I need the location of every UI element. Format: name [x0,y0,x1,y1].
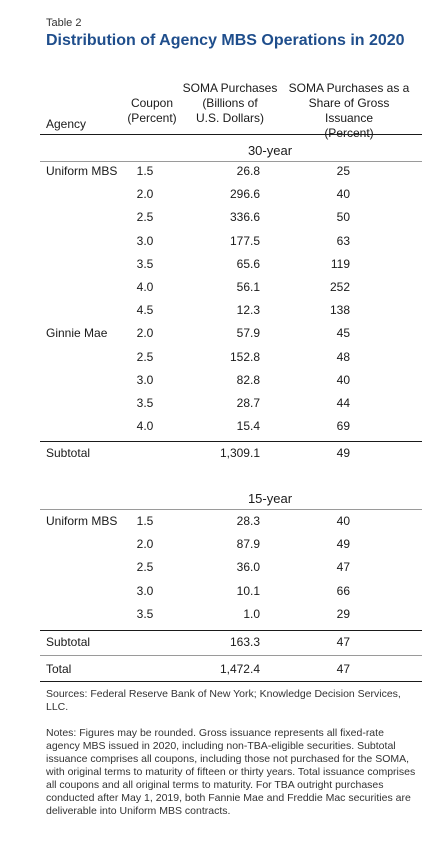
soma-cell: 57.9 [236,326,260,341]
share-cell: 66 [336,583,350,598]
soma-cell: 1.0 [243,606,260,621]
coupon-cell: 3.5 [136,606,154,621]
share-cell: 119 [330,256,350,271]
header-share-line: (Percent) [324,126,374,140]
share-cell: 48 [336,349,350,364]
table-rule [40,655,422,656]
notes-text: Notes: Figures may be rounded. Gross iss… [46,727,416,817]
total-soma: 1,472.4 [219,662,260,676]
coupon-cell: 4.5 [136,303,154,318]
total-label: Total [46,662,72,676]
share-cell: 40 [336,372,350,387]
header-agency: Agency [46,117,87,131]
coupon-cell: 2.5 [136,560,154,575]
header-soma-line: (Billions of [202,96,258,110]
coupon-cell: 2.0 [136,187,154,202]
agency-cell: Ginnie Mae [46,326,108,341]
soma-cell: 65.6 [236,256,260,271]
soma-cell: 82.8 [236,372,260,387]
share-cell: 63 [336,233,350,248]
header-coupon-line: (Percent) [127,111,177,125]
subtotal-label: Subtotal [46,635,91,649]
soma-cell: 296.6 [229,187,260,202]
coupon-cell: 3.0 [136,583,154,598]
soma-cell: 152.8 [229,349,260,364]
coupon-cell: 4.0 [136,280,154,294]
header-soma-line: SOMA Purchases [182,81,278,95]
header-coupon: Coupon (Percent) [122,96,182,126]
coupon-cell: 1.5 [136,514,154,528]
header-share: SOMA Purchases as a Share of Gross Issua… [284,81,414,141]
header-soma: SOMA Purchases (Billions of U.S. Dollars… [180,81,280,126]
subtotal-soma: 1,309.1 [219,446,260,460]
share-cell: 49 [336,537,350,552]
header-share-line: Share of Gross Issuance [308,96,390,125]
coupon-cell: 3.5 [136,396,154,410]
sources-note: Sources: Federal Reserve Bank of New Yor… [46,688,401,713]
share-cell: 252 [329,280,350,294]
table-rule [40,161,422,162]
share-cell: 50 [336,210,350,225]
soma-cell: 10.1 [236,583,260,598]
share-cell: 138 [329,303,350,318]
header-share-line: SOMA Purchases as a [288,81,410,95]
table-rule [40,630,422,631]
header-soma-line: U.S. Dollars) [195,111,264,125]
header-rule [40,134,422,135]
share-cell: 25 [336,164,350,178]
share-cell: 44 [336,396,350,410]
coupon-cell: 1.5 [136,164,154,178]
share-cell: 45 [336,326,350,341]
share-cell: 40 [336,187,350,202]
coupon-cell: 3.0 [136,233,154,248]
coupon-cell: 3.5 [136,256,154,271]
soma-cell: 336.6 [229,210,260,225]
coupon-cell: 4.0 [136,419,154,434]
subtotal-label: Subtotal [46,446,91,460]
soma-cell: 26.8 [236,164,260,178]
section-heading: 15-year [247,491,293,506]
section-heading: 30-year [247,143,293,158]
coupon-cell: 3.0 [136,372,154,387]
coupon-cell: 2.5 [136,349,154,364]
coupon-cell: 2.0 [136,537,154,552]
soma-cell: 15.4 [236,419,260,434]
soma-cell: 56.1 [236,280,260,294]
table-label: Table 2 [46,17,82,29]
subtotal-share: 47 [336,635,350,649]
table-title: Distribution of Agency MBS Operations in… [46,32,405,49]
subtotal-soma: 163.3 [229,635,260,649]
header-coupon-line: Coupon [130,96,174,110]
share-cell: 47 [336,560,350,575]
total-share: 47 [336,662,350,676]
agency-cell: Uniform MBS [46,514,118,528]
share-cell: 29 [336,606,350,621]
table-rule [40,681,422,682]
table-rule [40,441,422,442]
soma-cell: 12.3 [236,303,260,318]
soma-cell: 87.9 [236,537,260,552]
soma-cell: 36.0 [236,560,260,575]
coupon-cell: 2.0 [136,326,154,341]
soma-cell: 177.5 [229,233,260,248]
soma-cell: 28.3 [236,514,260,528]
agency-cell: Uniform MBS [46,164,118,178]
subtotal-share: 49 [336,446,350,460]
share-cell: 69 [336,419,350,434]
soma-cell: 28.7 [236,396,260,410]
share-cell: 40 [336,514,350,528]
coupon-cell: 2.5 [136,210,154,225]
table-rule [40,509,422,510]
